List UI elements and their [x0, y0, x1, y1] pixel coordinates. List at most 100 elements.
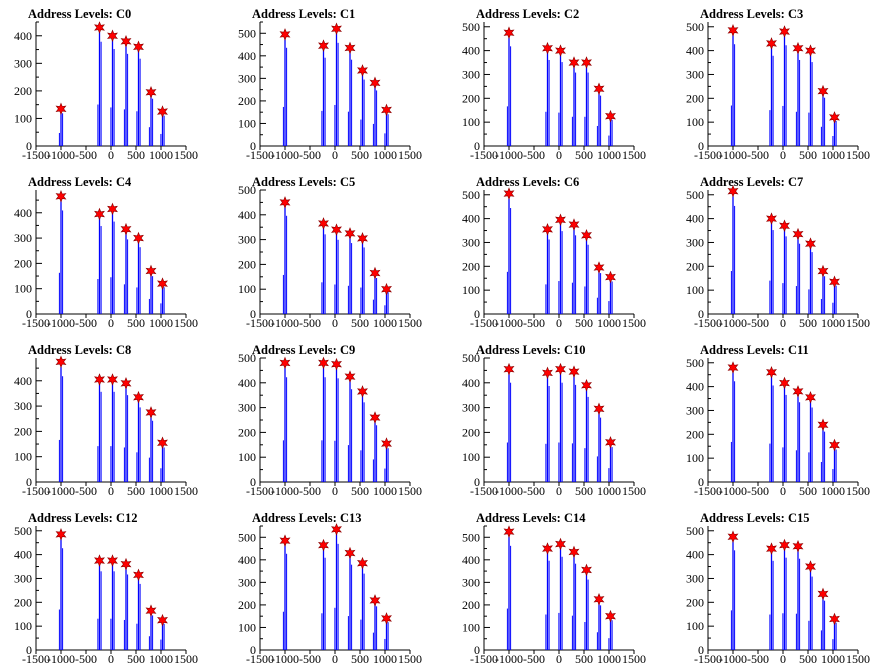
y-tick-label: 200	[238, 257, 256, 271]
y-tick-label: 200	[14, 84, 32, 98]
x-tick-label: 500	[351, 652, 369, 666]
y-tick-label: 100	[686, 619, 704, 633]
peak-marker	[779, 376, 790, 390]
y-tick-label: 500	[686, 188, 704, 202]
peak-marker	[792, 227, 804, 241]
x-tick-label: 0	[556, 484, 562, 498]
y-tick-label: 300	[238, 71, 256, 85]
x-tick-label: 1500	[622, 652, 646, 666]
peak-marker	[817, 84, 829, 98]
chart-title: Address Levels: C6	[476, 175, 579, 189]
peak-marker	[542, 366, 553, 380]
peak-marker	[542, 41, 553, 55]
peak-marker	[55, 190, 67, 203]
x-tick-label: -1500	[694, 484, 722, 498]
y-tick-label: 200	[462, 598, 480, 612]
x-tick-label: -1500	[22, 484, 50, 498]
x-tick-label: -1500	[246, 484, 274, 498]
chart-title: Address Levels: C9	[252, 343, 355, 357]
chart-panel: Address Levels: C90100200300400500-1500-…	[238, 343, 422, 498]
x-tick-label: 500	[799, 316, 817, 330]
chart-panel: Address Levels: C60100200300400500-1500-…	[462, 175, 646, 330]
x-tick-label: 500	[575, 484, 593, 498]
y-tick-label: 0	[250, 139, 256, 153]
peak-marker	[555, 44, 566, 57]
peak-marker	[381, 437, 392, 450]
y-tick-label: 100	[462, 115, 480, 129]
x-tick-label: 0	[556, 652, 562, 666]
y-tick-label: 100	[14, 450, 32, 464]
x-tick-label: 1500	[174, 316, 198, 330]
peak-marker	[120, 377, 132, 390]
peak-marker	[792, 41, 804, 55]
x-tick-label: 500	[799, 652, 817, 666]
peak-marker	[369, 594, 381, 607]
y-tick-label: 500	[238, 26, 256, 40]
x-tick-label: -1000	[47, 316, 75, 330]
peak-marker	[542, 223, 553, 236]
x-tick-label: 0	[780, 484, 786, 498]
peak-marker	[805, 560, 816, 573]
peak-marker	[318, 356, 329, 370]
chart-title: Address Levels: C7	[700, 175, 803, 189]
peak-marker	[829, 275, 840, 289]
x-tick-label: 0	[108, 148, 114, 162]
peak-marker	[593, 592, 605, 606]
x-tick-label: 1500	[398, 484, 422, 498]
y-tick-label: 500	[238, 351, 256, 365]
y-tick-label: 100	[462, 620, 480, 634]
peak-marker	[157, 277, 168, 290]
x-tick-label: 0	[780, 316, 786, 330]
peak-marker	[94, 554, 105, 567]
x-tick-label: -1500	[470, 148, 498, 162]
x-tick-label: 1000	[373, 316, 397, 330]
x-tick-label: -1500	[470, 484, 498, 498]
peak-marker	[381, 103, 392, 117]
peak-marker	[805, 237, 816, 250]
y-tick-label: 100	[238, 282, 256, 296]
y-tick-label: 300	[14, 399, 32, 413]
peak-marker	[145, 264, 157, 278]
x-tick-label: -1500	[470, 652, 498, 666]
y-tick-label: 500	[462, 188, 480, 202]
peak-marker	[318, 39, 329, 52]
y-tick-label: 0	[698, 643, 704, 657]
peak-marker	[817, 587, 829, 601]
peak-marker	[727, 361, 739, 374]
y-tick-label: 200	[462, 259, 480, 273]
peak-marker	[581, 56, 592, 69]
peak-marker	[133, 231, 144, 245]
x-tick-label: -500	[747, 148, 769, 162]
y-tick-label: 400	[14, 29, 32, 43]
y-tick-label: 300	[462, 401, 480, 415]
y-tick-label: 300	[14, 571, 32, 585]
x-tick-label: -500	[747, 316, 769, 330]
peak-marker	[133, 568, 144, 582]
x-tick-label: 500	[799, 484, 817, 498]
x-tick-label: 0	[780, 148, 786, 162]
x-tick-label: 0	[556, 316, 562, 330]
chart-panel: Address Levels: C10100200300400500-1500-…	[238, 7, 422, 162]
peak-marker	[369, 411, 381, 424]
peak-marker	[157, 613, 168, 627]
x-tick-label: -1000	[495, 652, 523, 666]
y-tick-label: 300	[462, 575, 480, 589]
peak-marker	[792, 385, 804, 398]
x-tick-label: 1000	[821, 484, 845, 498]
peak-marker	[542, 542, 553, 555]
y-tick-label: 300	[238, 401, 256, 415]
chart-panel: Address Levels: C50100200300400500-1500-…	[238, 175, 422, 330]
x-tick-label: 1000	[373, 148, 397, 162]
x-tick-label: -500	[523, 652, 545, 666]
peak-marker	[344, 227, 356, 240]
y-tick-label: 400	[686, 548, 704, 562]
chart-panel: Address Levels: C20100200300400500-1500-…	[462, 7, 646, 162]
y-tick-label: 0	[474, 307, 480, 321]
y-tick-label: 500	[462, 351, 480, 365]
peak-marker	[817, 264, 829, 278]
x-tick-label: 1500	[398, 148, 422, 162]
peak-marker	[555, 213, 566, 227]
x-tick-label: 500	[575, 148, 593, 162]
y-tick-label: 0	[474, 643, 480, 657]
